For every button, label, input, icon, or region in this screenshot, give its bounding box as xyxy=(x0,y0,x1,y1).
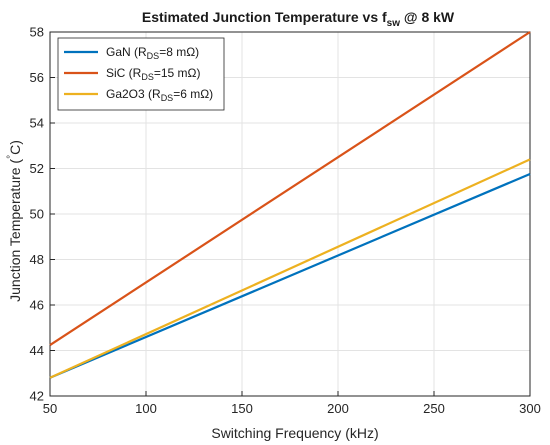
chart-title-suffix: @ 8 kW xyxy=(400,9,455,25)
y-tick-label: 42 xyxy=(30,389,44,404)
series-lines xyxy=(49,31,531,379)
y-tick-label: 56 xyxy=(30,70,44,85)
y-axis-ticks: 42 44 46 48 50 52 54 56 58 xyxy=(30,25,55,404)
y-tick-label: 52 xyxy=(30,161,44,176)
x-tick-label: 200 xyxy=(327,401,349,416)
x-tick-label: 100 xyxy=(135,401,157,416)
legend: GaN (RDS=8 mΩ) SiC (RDS=15 mΩ) Ga2O3 (RDS=… xyxy=(57,37,225,111)
x-tick-label: 300 xyxy=(519,401,541,416)
series-line xyxy=(49,172,531,379)
y-tick-label: 50 xyxy=(30,207,44,222)
y-axis-label-superscript: ° xyxy=(6,155,17,159)
chart-title-prefix: Estimated Junction Temperature vs f xyxy=(142,9,387,25)
y-tick-label: 48 xyxy=(30,252,44,267)
y-axis-label-suffix: C) xyxy=(7,140,23,155)
chart-title: Estimated Junction Temperature vs fsw @ … xyxy=(142,9,455,29)
x-tick-label: 150 xyxy=(231,401,253,416)
x-axis-ticks: 50 100 150 200 250 300 xyxy=(43,391,541,416)
x-axis-label: Switching Frequency (kHz) xyxy=(211,425,378,441)
y-axis-label-prefix: Junction Temperature ( xyxy=(7,159,23,302)
y-tick-label: 46 xyxy=(30,298,44,313)
x-tick-label: 250 xyxy=(423,401,445,416)
legend-label: Ga2O3 (RDS=6 mΩ) xyxy=(106,87,213,103)
series-line xyxy=(49,31,531,346)
legend-label: SiC (RDS=15 mΩ) xyxy=(106,66,201,82)
x-tick-label: 50 xyxy=(43,401,57,416)
y-tick-label: 44 xyxy=(30,343,44,358)
y-tick-label: 54 xyxy=(30,116,44,131)
legend-label: GaN (RDS=8 mΩ) xyxy=(106,45,199,61)
series-line xyxy=(49,158,531,379)
chart-title-subscript: sw xyxy=(387,18,401,29)
y-axis-label: Junction Temperature (°C) xyxy=(6,140,23,302)
y-tick-label: 58 xyxy=(30,25,44,40)
